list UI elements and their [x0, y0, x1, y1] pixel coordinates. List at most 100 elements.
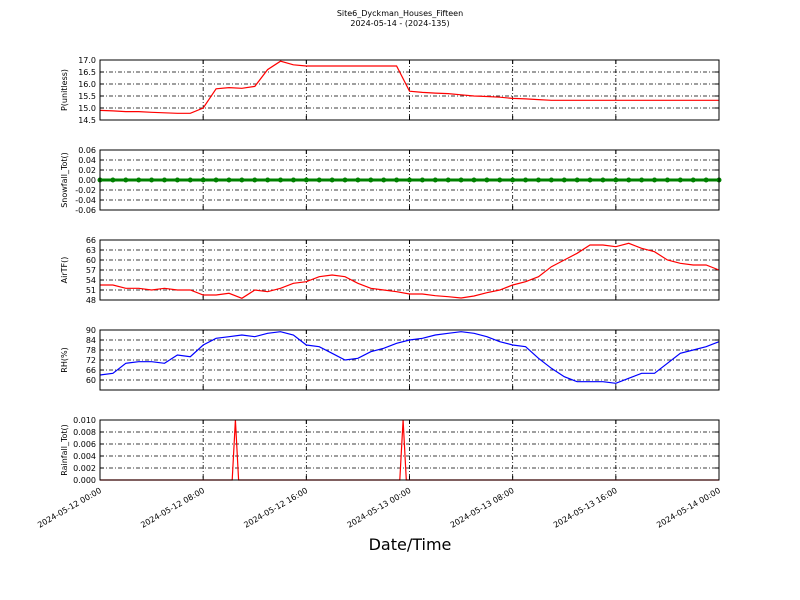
y-axis-label: P(unitless)	[60, 69, 69, 111]
y-tick-label: 0.008	[73, 428, 96, 437]
marker	[652, 177, 658, 183]
y-tick-label: 0.002	[73, 464, 96, 473]
marker	[419, 177, 425, 183]
series-line	[99, 331, 720, 384]
y-tick-label: 16.5	[78, 68, 96, 77]
y-tick-label: 54	[86, 276, 96, 285]
x-tick-label: 2024-05-13 00:00	[346, 486, 413, 530]
y-tick-label: 17.0	[78, 56, 96, 65]
y-tick-label: 0.00	[78, 176, 96, 185]
x-tick-label: 2024-05-12 16:00	[242, 486, 309, 530]
x-tick-label: 2024-05-13 08:00	[449, 486, 516, 530]
plot-frame	[99, 329, 720, 391]
marker	[342, 177, 348, 183]
y-tick-label: 0.06	[78, 146, 96, 155]
marker	[548, 177, 554, 183]
y-tick-label: 48	[86, 296, 96, 305]
y-tick-label: 63	[86, 246, 96, 255]
y-axis-label: Snowfall_Tot()	[60, 152, 69, 208]
marker	[432, 177, 438, 183]
y-tick-label: 84	[86, 336, 96, 345]
marker	[626, 177, 632, 183]
y-tick-label: 14.5	[78, 116, 96, 125]
marker	[161, 177, 167, 183]
marker	[329, 177, 335, 183]
marker	[368, 177, 374, 183]
y-tick-label: 60	[86, 376, 96, 385]
plot-frame	[99, 239, 720, 301]
marker	[381, 177, 387, 183]
y-tick-label: 66	[86, 236, 96, 245]
chart-title: Site6_Dyckman_Houses_Fifteen	[337, 9, 463, 18]
marker	[316, 177, 322, 183]
marker	[290, 177, 296, 183]
marker	[574, 177, 580, 183]
plot-frame	[99, 59, 720, 121]
marker	[677, 177, 683, 183]
marker	[265, 177, 271, 183]
y-tick-label: 57	[86, 266, 96, 275]
plot-frame	[99, 149, 720, 211]
series-line	[99, 60, 719, 114]
marker	[445, 177, 451, 183]
marker	[535, 177, 541, 183]
y-tick-label: 0.04	[78, 156, 96, 165]
marker	[213, 177, 219, 183]
series-line	[100, 242, 720, 299]
y-tick-label: 15.5	[78, 92, 96, 101]
marker	[484, 177, 490, 183]
x-tick-label: 2024-05-14 00:00	[655, 486, 722, 530]
y-tick-label: -0.04	[75, 196, 96, 205]
marker	[187, 177, 193, 183]
marker	[252, 177, 258, 183]
y-tick-label: 0.010	[73, 416, 96, 425]
marker	[355, 177, 361, 183]
y-tick-label: -0.06	[75, 206, 96, 215]
marker	[639, 177, 645, 183]
marker	[703, 177, 709, 183]
y-axis-label: RH(%)	[60, 347, 69, 372]
chart-subtitle: 2024-05-14 - (2024-135)	[350, 19, 449, 28]
y-tick-label: 0.006	[73, 440, 96, 449]
marker	[394, 177, 400, 183]
marker	[690, 177, 696, 183]
y-tick-label: 15.0	[78, 104, 96, 113]
marker	[523, 177, 529, 183]
y-tick-label: 16.0	[78, 80, 96, 89]
marker	[123, 177, 129, 183]
marker	[510, 177, 516, 183]
marker	[110, 177, 116, 183]
marker	[303, 177, 309, 183]
marker	[149, 177, 155, 183]
marker	[600, 177, 606, 183]
y-tick-label: 90	[86, 326, 96, 335]
marker	[278, 177, 284, 183]
marker	[458, 177, 464, 183]
y-tick-label: 51	[86, 286, 96, 295]
marker	[407, 177, 412, 183]
marker	[471, 177, 477, 183]
marker	[174, 177, 180, 183]
x-tick-label: 2024-05-12 00:00	[36, 486, 103, 530]
y-tick-label: 60	[86, 256, 96, 265]
y-axis-label: AirTF()	[60, 257, 69, 284]
y-tick-label: 78	[86, 346, 96, 355]
y-tick-label: 72	[86, 356, 96, 365]
marker	[497, 177, 503, 183]
y-tick-label: 0.000	[73, 476, 96, 485]
marker	[613, 177, 619, 183]
marker	[664, 177, 670, 183]
marker	[587, 177, 593, 183]
y-tick-label: -0.02	[75, 186, 96, 195]
plot-frame	[99, 419, 720, 481]
x-tick-label: 2024-05-12 08:00	[139, 486, 206, 530]
y-tick-label: 66	[86, 366, 96, 375]
y-tick-label: 0.02	[78, 166, 96, 175]
marker	[226, 177, 232, 183]
y-tick-label: 0.004	[73, 452, 96, 461]
marker	[136, 177, 142, 183]
marker	[561, 177, 567, 183]
marker	[239, 177, 245, 183]
y-axis-label: Rainfall_Tot()	[60, 424, 69, 476]
